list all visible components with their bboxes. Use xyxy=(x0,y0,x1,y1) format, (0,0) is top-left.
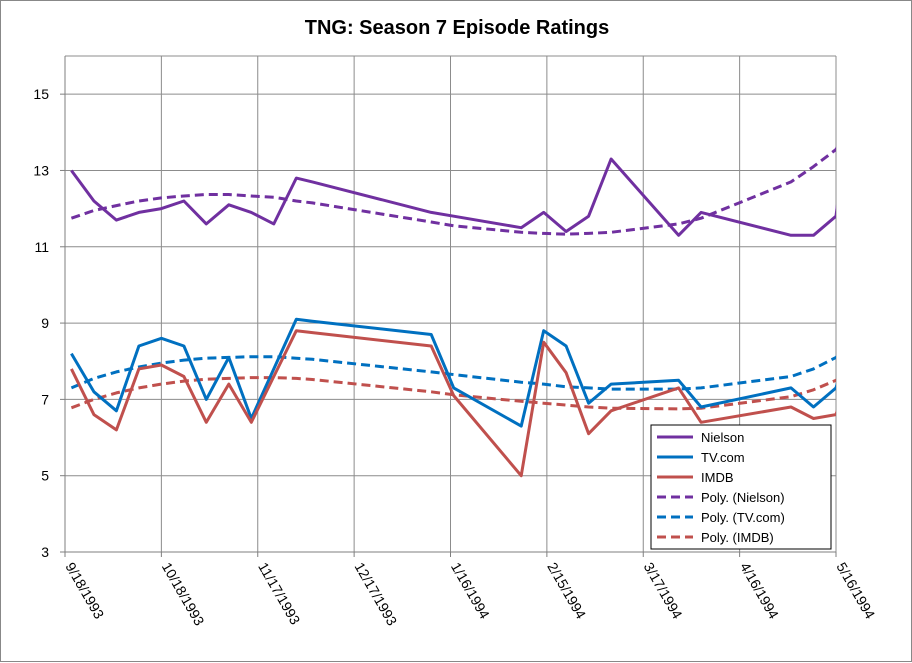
legend-label: Poly. (Nielson) xyxy=(701,490,785,505)
legend-box xyxy=(650,424,832,550)
x-tick-label: 12/17/1993 xyxy=(352,560,401,629)
series-layer xyxy=(70,146,836,478)
legend-label: Nielson xyxy=(701,430,744,445)
chart-title: TNG: Season 7 Episode Ratings xyxy=(305,17,610,39)
series-line-poly-nielson xyxy=(70,146,836,236)
legend-label: TV.com xyxy=(701,450,745,465)
legend: Nielson TV.com IMDB Poly. (Nielson) Poly. (T… xyxy=(650,424,832,550)
x-tick-label: 2/15/1994 xyxy=(544,560,589,622)
y-tick-label: 15 xyxy=(33,86,49,102)
y-tick-label: 7 xyxy=(41,391,49,407)
series-line-poly-tv-com xyxy=(70,355,836,391)
x-tick-label: 4/16/1994 xyxy=(737,560,782,622)
y-tick-labels: 3 5 7 9 11 13 15 xyxy=(33,86,49,560)
x-tick-labels: 9/18/1993 10/18/1993 11/17/1993 12/17/1993 1… xyxy=(62,560,878,629)
legend-label: Poly. (IMDB) xyxy=(701,530,774,545)
y-tick-label: 13 xyxy=(33,162,49,178)
x-tick-label: 10/18/1993 xyxy=(159,560,208,629)
series-line-tv-com xyxy=(70,317,836,428)
x-tick-label: 1/16/1994 xyxy=(448,560,493,622)
legend-label: IMDB xyxy=(701,470,734,485)
x-tick-label: 5/16/1994 xyxy=(833,560,878,622)
y-tick-label: 11 xyxy=(34,239,49,255)
y-tick-label: 5 xyxy=(41,468,49,484)
axes xyxy=(60,56,837,557)
series-line-imdb xyxy=(70,329,836,478)
x-tick-label: 9/18/1993 xyxy=(62,560,107,622)
gridlines xyxy=(64,55,837,553)
series-line-nielson xyxy=(70,157,836,237)
y-tick-label: 3 xyxy=(41,544,49,560)
legend-label: Poly. (TV.com) xyxy=(701,510,785,525)
x-tick-label: 3/17/1994 xyxy=(641,560,686,622)
x-tick-label: 11/17/1993 xyxy=(255,560,303,628)
y-tick-label: 9 xyxy=(41,315,49,331)
